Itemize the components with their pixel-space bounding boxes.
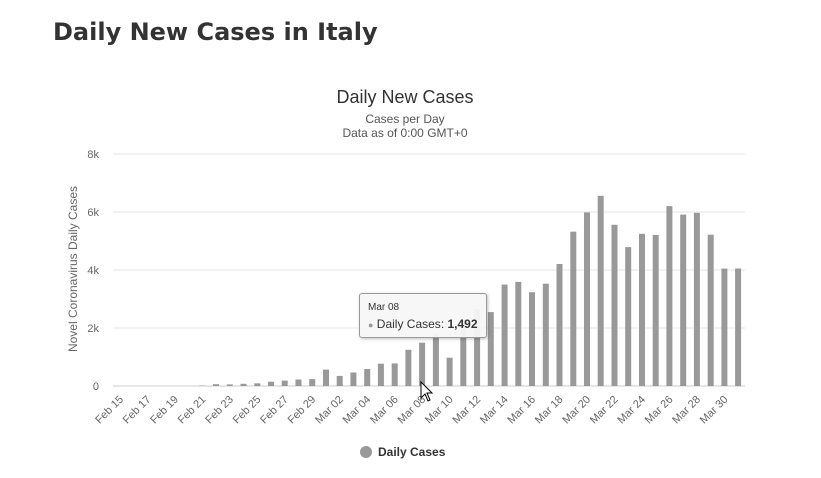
- chart-subtitle-line-1: Cases per Day: [365, 112, 445, 126]
- x-tick-label: Mar 18: [533, 394, 566, 427]
- bar-mar-11[interactable]: [460, 318, 467, 386]
- x-tick-label: Feb 27: [258, 394, 291, 427]
- x-tick-label: Feb 29: [286, 394, 319, 427]
- bar-layer: [199, 195, 742, 387]
- x-tick-label: Mar 16: [505, 394, 538, 427]
- grid-layer: [113, 153, 745, 387]
- bar-mar-02[interactable]: [336, 375, 343, 386]
- legend-label: Daily Cases: [378, 444, 446, 459]
- x-tick-label: Feb 15: [93, 394, 126, 427]
- bar-mar-14[interactable]: [501, 284, 508, 386]
- series-dot-icon: ●: [368, 320, 374, 330]
- bar-mar-07[interactable]: [405, 349, 412, 386]
- x-tick-label: Mar 20: [560, 394, 593, 427]
- bar-mar-09[interactable]: [432, 333, 439, 386]
- chart-subtitle: Cases per Day Data as of 0:00 GMT+0: [0, 112, 810, 140]
- x-tick-label: Mar 26: [643, 394, 676, 427]
- x-tick-label: Feb 19: [148, 394, 181, 427]
- bar-mar-10[interactable]: [446, 357, 453, 386]
- bar-mar-23[interactable]: [625, 247, 632, 386]
- tooltip-date: Mar 08: [368, 302, 400, 313]
- bar-feb-21[interactable]: [199, 385, 206, 387]
- x-tick-label: Feb 25: [231, 394, 264, 427]
- x-tick-label: Mar 28: [670, 394, 703, 427]
- bar-mar-31[interactable]: [735, 268, 742, 387]
- x-tick-label: Mar 30: [698, 394, 731, 427]
- bar-feb-23[interactable]: [226, 384, 233, 386]
- mouse-cursor-icon: [420, 380, 434, 402]
- legend-dot-icon: [360, 445, 372, 458]
- bar-mar-08[interactable]: [419, 342, 426, 386]
- x-tick-label: Feb 17: [121, 394, 154, 427]
- y-tick-label: 0: [93, 381, 99, 393]
- y-tick-label: 8k: [87, 149, 99, 161]
- x-tick-label: Mar 06: [368, 394, 401, 427]
- bar-feb-29[interactable]: [309, 379, 316, 386]
- bar-mar-30[interactable]: [721, 268, 728, 386]
- x-tick-label: Feb 23: [203, 394, 236, 427]
- x-tick-label: Mar 14: [478, 394, 511, 427]
- y-tick-label: 2k: [87, 323, 99, 335]
- y-tick-label: 6k: [87, 207, 99, 219]
- bar-mar-19[interactable]: [570, 231, 577, 386]
- x-tick-label: Mar 12: [451, 394, 484, 427]
- chart-tooltip: Mar 08 ● Daily Cases: 1,492: [359, 293, 487, 338]
- bar-feb-27[interactable]: [281, 380, 288, 386]
- bar-mar-29[interactable]: [707, 234, 714, 386]
- bar-mar-26[interactable]: [666, 206, 673, 386]
- x-tick-label: Mar 22: [588, 394, 621, 427]
- x-tick-label: Mar 02: [313, 394, 346, 427]
- bar-feb-24[interactable]: [240, 383, 247, 386]
- page-title: Daily New Cases in Italy: [53, 18, 378, 46]
- tooltip-series-label: Daily Cases: [376, 317, 441, 331]
- bar-mar-22[interactable]: [611, 224, 618, 386]
- bar-mar-01[interactable]: [323, 369, 329, 386]
- x-tick-label: Mar 04: [341, 394, 374, 427]
- bar-mar-13[interactable]: [487, 312, 494, 386]
- bar-mar-04[interactable]: [364, 369, 371, 386]
- bar-mar-24[interactable]: [639, 233, 645, 386]
- x-tick-label: Mar 08: [396, 394, 429, 427]
- bar-mar-28[interactable]: [693, 212, 700, 386]
- bar-feb-26[interactable]: [268, 381, 274, 386]
- bar-mar-06[interactable]: [391, 363, 398, 386]
- bar-feb-22[interactable]: [213, 384, 219, 386]
- bar-mar-05[interactable]: [377, 363, 384, 386]
- bar-mar-17[interactable]: [542, 283, 549, 386]
- chart-subtitle-line-2: Data as of 0:00 GMT+0: [342, 126, 468, 140]
- y-tick-label: 4k: [87, 265, 99, 277]
- y-tick-layer: 0 2k 4k 6k 8k: [87, 149, 99, 393]
- bar-mar-12[interactable]: [474, 309, 481, 386]
- tooltip-value-line: ● Daily Cases: 1,492: [368, 317, 478, 331]
- bar-mar-25[interactable]: [652, 234, 659, 386]
- bar-mar-21[interactable]: [597, 195, 604, 386]
- tooltip-value: 1,492: [447, 317, 478, 331]
- bar-mar-20[interactable]: [584, 212, 590, 386]
- bar-feb-28[interactable]: [295, 379, 302, 387]
- bar-mar-15[interactable]: [515, 281, 522, 386]
- bar-mar-03[interactable]: [350, 372, 357, 387]
- chart-container: 0 2k 4k 6k 8k Feb 15 Feb 17 Feb 19 Feb 21 Feb 23…: [0, 80, 821, 478]
- x-tick-label: Mar 24: [615, 394, 648, 427]
- chart-title: Daily New Cases: [336, 87, 474, 107]
- bar-mar-16[interactable]: [529, 292, 535, 386]
- bar-mar-18[interactable]: [556, 264, 563, 386]
- bar-feb-25[interactable]: [254, 383, 261, 386]
- chart-legend-item[interactable]: Daily Cases: [360, 443, 445, 463]
- bar-mar-27[interactable]: [680, 214, 687, 386]
- x-tick-label: Feb 21: [176, 394, 209, 427]
- y-axis-title: Novel Coronavirus Daily Cases: [66, 186, 80, 352]
